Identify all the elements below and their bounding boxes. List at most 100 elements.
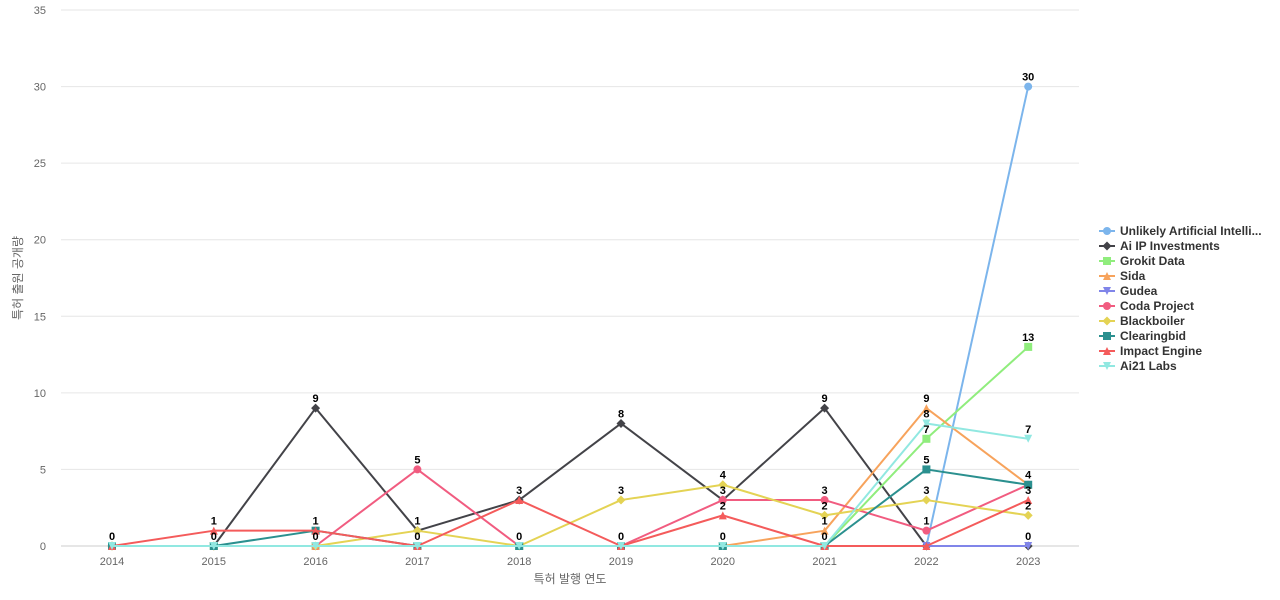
legend-item-coda-project[interactable]: Coda Project [1099, 299, 1194, 313]
data-point [820, 526, 829, 535]
x-tick-label: 2016 [303, 556, 327, 568]
data-point [1024, 82, 1033, 91]
data-label: 4 [720, 470, 727, 482]
data-point [718, 480, 728, 490]
data-point [1024, 480, 1033, 489]
legend-symbol-marker [1103, 287, 1111, 295]
data-label: 8 [923, 408, 929, 420]
data-label: 9 [923, 393, 929, 405]
y-tick-label: 30 [34, 82, 46, 94]
series-line [112, 407, 1029, 547]
data-point [311, 403, 321, 413]
legend-symbol-marker [1103, 347, 1111, 355]
legend-item-ai-ip-investments[interactable]: Ai IP Investments [1099, 239, 1220, 253]
y-tick-label: 10 [34, 388, 46, 400]
legend-item-sida[interactable]: Sida [1099, 269, 1146, 283]
data-label: 3 [720, 485, 726, 497]
data-label: 8 [618, 408, 624, 420]
legend-symbol-marker [1103, 332, 1111, 340]
data-point [922, 419, 931, 428]
data-label: 4 [1025, 470, 1032, 482]
legend-label: Grokit Data [1120, 254, 1185, 268]
series-coda-project [108, 465, 1033, 550]
data-point [718, 496, 727, 505]
legend-label: Ai IP Investments [1120, 239, 1220, 253]
data-point [922, 526, 931, 535]
legend-item-impact-engine[interactable]: Impact Engine [1099, 344, 1202, 358]
series-line [112, 422, 1029, 547]
legend-label: Ai21 Labs [1120, 359, 1177, 373]
data-point [1024, 496, 1033, 505]
legend-symbol-marker [1103, 302, 1111, 310]
x-tick-label: 2023 [1016, 556, 1040, 568]
data-point [209, 526, 218, 535]
data-point [922, 465, 931, 474]
series-blackboiler [107, 480, 1033, 551]
data-label: 7 [1025, 424, 1031, 436]
series-line [112, 468, 1029, 547]
y-tick-label: 25 [34, 158, 46, 170]
legend-label: Gudea [1120, 284, 1158, 298]
y-tick-label: 0 [40, 541, 46, 553]
legend-item-gudea[interactable]: Gudea [1099, 284, 1158, 298]
data-label: 9 [822, 393, 828, 405]
data-label: 1 [414, 516, 420, 528]
series-line [112, 346, 1029, 547]
data-label: 3 [923, 485, 929, 497]
legend-label: Impact Engine [1120, 344, 1202, 358]
gridlines [61, 9, 1079, 547]
data-label: 3 [516, 485, 522, 497]
data-label: 0 [211, 531, 217, 543]
data-point [515, 542, 524, 550]
data-point [616, 418, 626, 428]
series-ai-ip-investments [107, 403, 1033, 551]
data-point [413, 542, 422, 550]
legend-label: Coda Project [1120, 299, 1194, 313]
data-label: 0 [1025, 531, 1031, 543]
series-line [112, 483, 1029, 547]
data-point [515, 496, 524, 505]
legend-item-unlikely-artificial-intelli[interactable]: Unlikely Artificial Intelli... [1099, 224, 1262, 238]
data-point [311, 526, 320, 535]
legend-symbol-marker [1103, 257, 1111, 265]
data-label: 9 [313, 393, 319, 405]
data-label: 5 [414, 454, 420, 466]
data-point [718, 542, 727, 550]
y-axis-title: 특허 출원 공개량 [11, 236, 25, 320]
data-point [922, 434, 931, 443]
legend-item-blackboiler[interactable]: Blackboiler [1099, 314, 1185, 328]
data-point [921, 495, 931, 505]
x-tick-label: 2021 [812, 556, 836, 568]
legend-label: Sida [1120, 269, 1146, 283]
data-point [820, 542, 829, 550]
plot-series [107, 82, 1033, 551]
data-label: 3 [618, 485, 624, 497]
y-tick-label: 15 [34, 311, 46, 323]
x-tick-label: 2022 [914, 556, 938, 568]
data-point [1024, 542, 1033, 550]
data-label: 0 [313, 531, 319, 543]
y-axis-tick-labels: 0 5 10 15 20 25 30 35 [34, 5, 46, 553]
data-label: 3 [1025, 485, 1031, 497]
data-point [1023, 510, 1033, 520]
legend-item-grokit-data[interactable]: Grokit Data [1099, 254, 1185, 268]
y-tick-label: 5 [40, 464, 46, 476]
series-line [112, 468, 1029, 547]
legend-symbol-marker [1102, 316, 1112, 326]
x-axis-tick-labels: 2014 2015 2016 2017 2018 2019 2020 2021 2022 2023 [100, 556, 1041, 568]
legend-symbol-marker [1103, 362, 1111, 370]
data-label: 0 [618, 531, 624, 543]
data-point [413, 465, 422, 474]
data-point [617, 542, 625, 550]
x-tick-label: 2018 [507, 556, 531, 568]
data-label: 0 [414, 531, 420, 543]
data-label: 0 [109, 531, 115, 543]
data-point [311, 542, 320, 550]
legend-item-ai21-labs[interactable]: Ai21 Labs [1099, 359, 1177, 373]
legend: Unlikely Artificial Intelli...Ai IP Inve… [1099, 224, 1262, 373]
data-point [922, 404, 931, 413]
legend-item-clearingbid[interactable]: Clearingbid [1099, 329, 1186, 343]
series-sida [108, 404, 1033, 550]
x-tick-label: 2019 [609, 556, 633, 568]
series-ai21-labs [108, 419, 1033, 550]
